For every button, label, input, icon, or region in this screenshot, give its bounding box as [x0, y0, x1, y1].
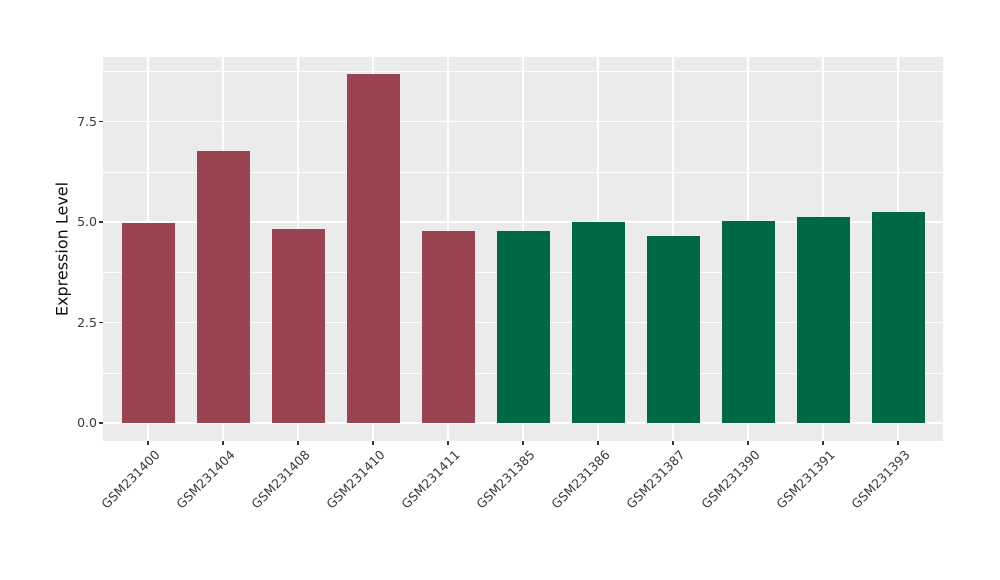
x-tick-label: GSM231390 [698, 447, 763, 512]
x-tick-label: GSM231410 [323, 447, 388, 512]
x-tick-mark [822, 441, 824, 445]
bar [121, 223, 175, 423]
bar [871, 211, 925, 423]
x-tick-mark [447, 441, 449, 445]
bar [421, 231, 475, 423]
y-tick-label: 5.0 [77, 214, 97, 230]
gridline-horizontal-major [103, 221, 943, 223]
x-tick-mark [222, 441, 224, 445]
y-tick-mark [99, 321, 103, 324]
gridline-horizontal-major [103, 422, 943, 424]
x-tick-label: GSM231385 [473, 447, 538, 512]
bar [796, 217, 850, 423]
x-tick-label: GSM231408 [248, 447, 313, 512]
gridline-horizontal-minor [103, 71, 943, 73]
x-tick-label: GSM231411 [398, 447, 463, 512]
bar [346, 73, 400, 423]
bar [646, 235, 700, 423]
y-tick-mark [99, 422, 103, 424]
plot-panel [103, 57, 943, 441]
x-tick-mark [522, 441, 524, 445]
y-tick-label: 0.0 [77, 414, 97, 430]
bar [721, 220, 775, 423]
x-tick-label: GSM231404 [173, 447, 238, 512]
x-tick-mark [747, 441, 749, 445]
x-tick-mark [672, 441, 674, 445]
y-axis-title: Expression Level [52, 181, 72, 317]
y-tick-label: 2.5 [77, 314, 97, 330]
y-tick-mark [99, 121, 103, 123]
x-tick-label: GSM231400 [98, 447, 163, 512]
y-tick-mark [99, 221, 103, 223]
x-tick-mark [297, 441, 299, 445]
bar [571, 221, 625, 423]
gridline-horizontal-minor [103, 171, 943, 173]
x-tick-mark [897, 441, 899, 445]
x-tick-label: GSM231387 [623, 447, 688, 512]
x-tick-label: GSM231391 [773, 447, 838, 512]
x-tick-label: GSM231386 [548, 447, 613, 512]
y-tick-label: 7.5 [77, 113, 97, 129]
x-tick-mark [372, 441, 374, 445]
gridline-horizontal-major [103, 120, 943, 123]
x-tick-mark [147, 441, 149, 445]
bar [271, 228, 325, 423]
bar [496, 230, 550, 423]
bar [196, 150, 250, 423]
x-tick-mark [597, 441, 599, 445]
x-tick-label: GSM231393 [848, 447, 913, 512]
